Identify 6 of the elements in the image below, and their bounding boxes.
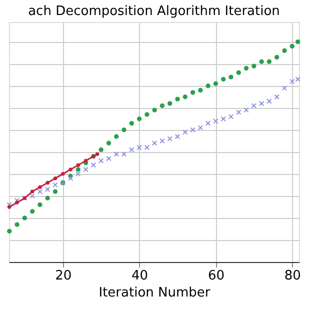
chart-title: ach Decomposition Algorithm Iteration (28, 4, 280, 19)
x-axis-title: Iteration Number (98, 286, 211, 300)
x-tick-label: 20 (55, 268, 72, 284)
x-tick-label: 40 (132, 268, 148, 284)
x-tick-label: 60 (208, 268, 224, 284)
x-tick-label: 80 (284, 268, 301, 284)
